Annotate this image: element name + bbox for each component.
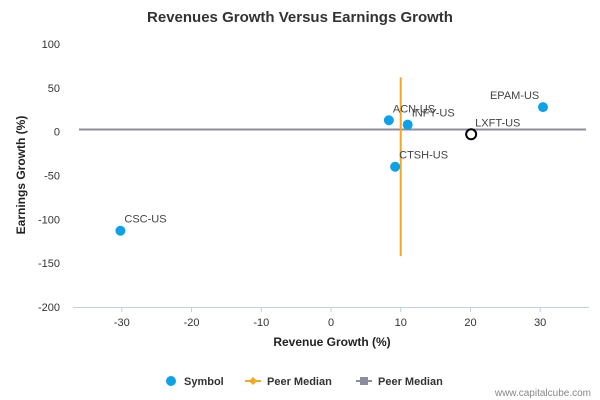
y-tick-label: 0: [54, 127, 60, 139]
data-point-csc-us[interactable]: [115, 225, 126, 236]
x-tick-label: 0: [328, 317, 334, 329]
legend-gray-square-icon: [360, 377, 368, 385]
data-label-lxft-us: LXFT-US: [475, 117, 520, 129]
y-tick-label: -200: [38, 302, 60, 314]
data-point-acn-us[interactable]: [383, 115, 394, 126]
data-label-csc-us: CSC-US: [124, 214, 166, 226]
legend-item-symbol[interactable]: Symbol: [166, 376, 224, 388]
x-tick-label: 10: [395, 317, 407, 329]
x-tick-label: 20: [464, 317, 476, 329]
x-axis-title: Revenue Growth (%): [273, 335, 390, 349]
data-point-infy-us[interactable]: [402, 119, 413, 130]
y-tick-label: -150: [38, 258, 60, 270]
legend-orange-diamond-icon: [249, 377, 257, 385]
y-tick-label: -100: [38, 214, 60, 226]
data-label-epam-us: EPAM-US: [490, 90, 539, 102]
x-tick-label: -20: [184, 317, 200, 329]
data-point-ctsh-us[interactable]: [390, 161, 401, 172]
legend-peer-median-label-2: Peer Median: [378, 376, 443, 388]
credit-text: www.capitalcube.com: [494, 388, 591, 399]
legend-item-peer-median-earnings[interactable]: Peer Median: [356, 376, 443, 388]
y-tick-label: 50: [48, 83, 60, 95]
y-axis-title: Earnings Growth (%): [14, 116, 28, 235]
x-tick-label: -30: [114, 317, 130, 329]
data-label-infy-us: INFY-US: [412, 108, 455, 120]
legend: Symbol Peer Median Peer Median: [166, 376, 443, 388]
legend-peer-median-label-1: Peer Median: [267, 376, 332, 388]
x-tick-label: 30: [534, 317, 546, 329]
data-label-acn-us: ACN-US: [393, 103, 435, 115]
data-point-epam-us[interactable]: [537, 102, 548, 113]
legend-item-peer-median-revenue[interactable]: Peer Median: [245, 376, 332, 388]
y-tick-label: 100: [42, 39, 60, 51]
legend-symbol-marker: [166, 376, 176, 386]
y-tick-label: -50: [44, 171, 60, 183]
legend-symbol-label: Symbol: [184, 376, 224, 388]
data-label-ctsh-us: CTSH-US: [399, 150, 448, 162]
plot-area: -30 -20 -10 0 10 20 30100500-50-100-150-200ACN…: [38, 39, 589, 329]
data-point-lxft-us[interactable]: [465, 128, 478, 141]
chart-title: Revenues Growth Versus Earnings Growth: [147, 9, 453, 26]
x-tick-label: -10: [253, 317, 269, 329]
